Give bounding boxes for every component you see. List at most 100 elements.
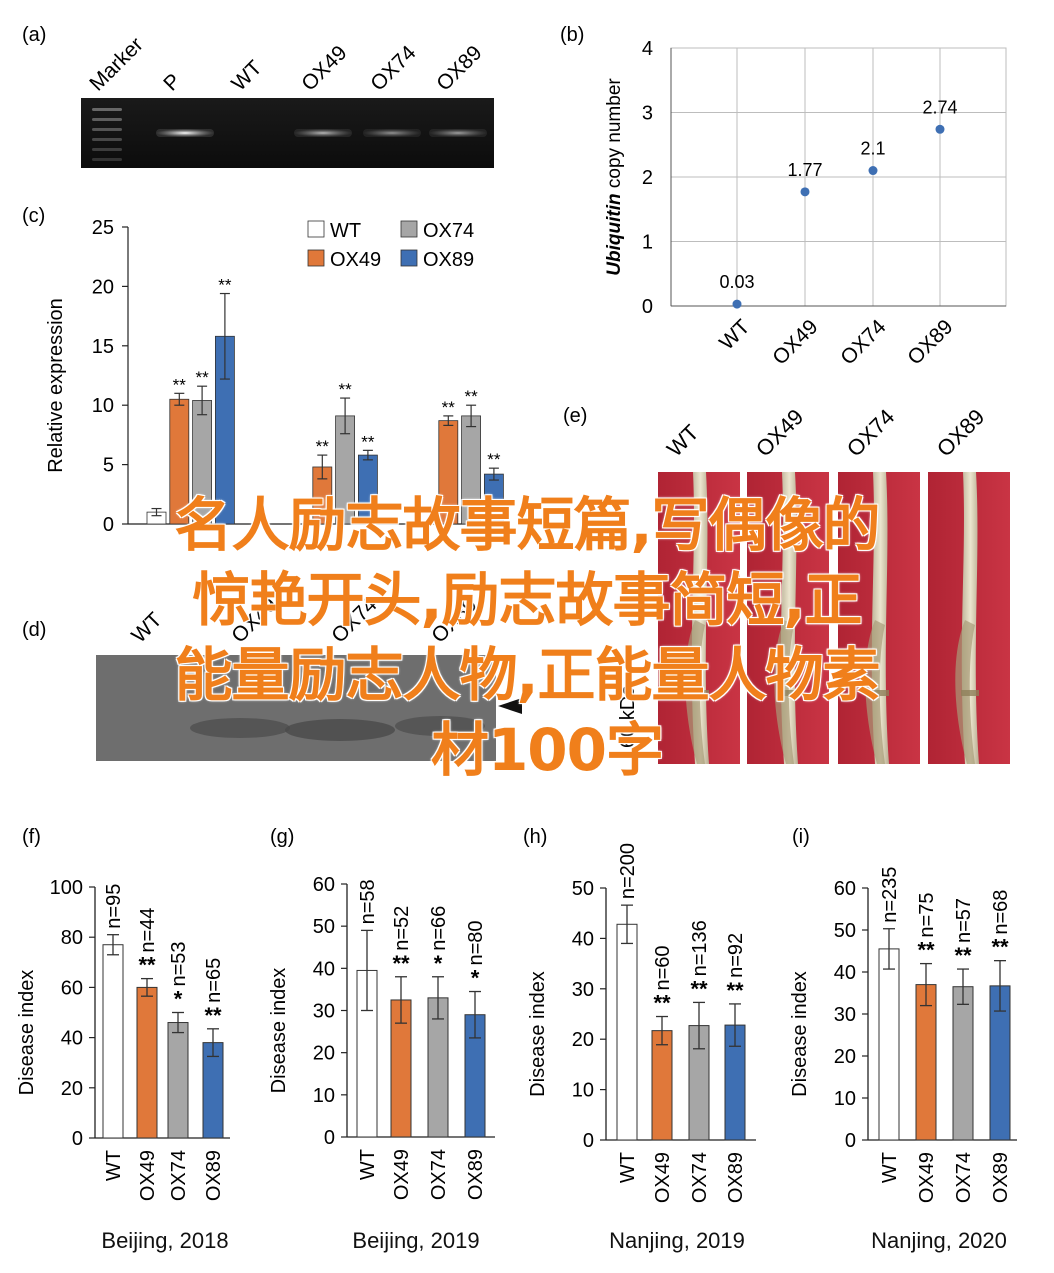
y-axis-title: Disease index	[16, 970, 38, 1096]
significance-label: **	[173, 375, 187, 394]
photo-e-label: OX49	[751, 404, 808, 461]
y-tick-label: 50	[572, 878, 594, 900]
data-label: 2.1	[860, 139, 885, 159]
y-tick-label: 5	[103, 455, 114, 477]
y-tick-label: 80	[61, 927, 83, 949]
panel-e-letter: (e)	[563, 405, 587, 427]
legend-swatch	[400, 249, 418, 267]
y-tick-label: 10	[92, 395, 114, 417]
blot-d-band	[190, 718, 290, 738]
overlay-line: 材100字	[430, 716, 664, 784]
significance-label: **	[726, 978, 744, 1003]
gel-a-marker-band	[92, 118, 122, 121]
x-tick-label: OX74	[953, 1152, 975, 1203]
significance-label: *	[471, 966, 480, 991]
sample-size-label: n=44	[137, 908, 159, 953]
bar	[167, 1022, 189, 1139]
gel-a-marker-band	[92, 108, 122, 111]
x-tick-label: OX49	[768, 315, 822, 369]
sample-size-label: n=65	[203, 958, 225, 1003]
gel-a-band	[156, 129, 214, 137]
significance-label: **	[392, 951, 410, 976]
y-tick-label: 10	[834, 1088, 856, 1110]
significance-label: **	[218, 276, 232, 295]
y-tick-label: 50	[313, 916, 335, 938]
significance-label: **	[690, 976, 708, 1001]
x-tick-label: OX74	[689, 1152, 711, 1203]
y-tick-label: 40	[313, 958, 335, 980]
y-tick-label: 4	[642, 38, 653, 60]
sample-size-label: n=66	[428, 906, 450, 951]
gel-a-lane-label: WT	[227, 56, 266, 95]
gel-a-band	[294, 129, 352, 137]
significance-label: **	[653, 991, 671, 1016]
data-point	[868, 166, 878, 176]
y-tick-label: 20	[313, 1043, 335, 1065]
y-tick-label: 10	[572, 1080, 594, 1102]
significance-label: **	[442, 398, 456, 417]
significance-label: **	[361, 432, 375, 451]
gel-a-band	[363, 129, 421, 137]
y-axis-title-italic: Ubiquitin	[604, 193, 625, 275]
y-axis-title: Ubiquitin copy number	[604, 78, 625, 276]
panel-h-letter: (h)	[523, 826, 547, 848]
overlay-line: 惊艳开头,励志故事简短,正	[192, 566, 862, 634]
overlay-line: 能量励志人物,正能量人物素	[174, 641, 880, 709]
sample-size-label: n=75	[916, 893, 938, 938]
caption-g: Beijing, 2019	[352, 1228, 480, 1253]
x-tick-label: OX74	[836, 315, 890, 369]
y-tick-label: 1	[642, 232, 653, 254]
y-tick-label: 20	[572, 1029, 594, 1051]
x-tick-label: OX74	[168, 1150, 190, 1201]
y-tick-label: 50	[834, 920, 856, 942]
sample-size-label: n=57	[953, 898, 975, 943]
data-point	[800, 187, 810, 197]
panel-e: (e) WT OX49 OX74 OX89	[563, 404, 1010, 764]
y-tick-label: 0	[583, 1130, 594, 1152]
y-tick-label: 30	[313, 1001, 335, 1023]
significance-label: **	[338, 380, 352, 399]
sample-size-label: n=52	[391, 906, 413, 951]
y-tick-label: 0	[72, 1128, 83, 1150]
sample-size-label: n=95	[103, 884, 125, 929]
y-tick-label: 20	[92, 276, 114, 298]
y-tick-label: 40	[61, 1028, 83, 1050]
legend-swatch	[307, 220, 325, 238]
panel-c-letter: (c)	[22, 205, 45, 227]
significance-label: **	[954, 943, 972, 968]
y-tick-label: 25	[92, 217, 114, 239]
gel-a-band	[429, 129, 487, 137]
gel-a-lane-labels: Marker P WT OX49 OX74 OX89	[85, 33, 486, 95]
y-tick-label: 60	[834, 878, 856, 900]
panel-c: (c) 0 5 10 15 20 25 Relative expression ** ** ** *…	[22, 205, 504, 536]
y-tick-label: 60	[313, 874, 335, 896]
photo-e-label: OX74	[842, 404, 899, 461]
blot-d-band	[395, 716, 485, 736]
panel-f-letter: (f)	[22, 826, 41, 848]
gel-a-image	[81, 98, 494, 168]
y-tick-label: 20	[61, 1078, 83, 1100]
sample-size-label: n=80	[465, 920, 487, 965]
sample-size-label: n=60	[652, 945, 674, 990]
y-tick-label: 40	[834, 962, 856, 984]
significance-label: **	[487, 450, 501, 469]
significance-label: **	[991, 935, 1009, 960]
panel-a: (a) Marker P WT OX49 OX74 OX89	[22, 24, 494, 168]
y-tick-label: 2	[642, 167, 653, 189]
data-point	[732, 299, 742, 309]
y-tick-label: 3	[642, 103, 653, 125]
y-tick-label: 30	[834, 1004, 856, 1026]
x-tick-label: OX89	[990, 1152, 1012, 1203]
bar	[651, 1030, 673, 1141]
legend-label: OX49	[330, 249, 381, 271]
y-tick-label: 0	[642, 296, 653, 318]
significance-label: **	[195, 368, 209, 387]
significance-label: **	[316, 437, 330, 456]
gel-a-bands	[92, 108, 487, 161]
y-tick-label: 20	[834, 1046, 856, 1068]
x-tick-label: OX49	[916, 1152, 938, 1203]
